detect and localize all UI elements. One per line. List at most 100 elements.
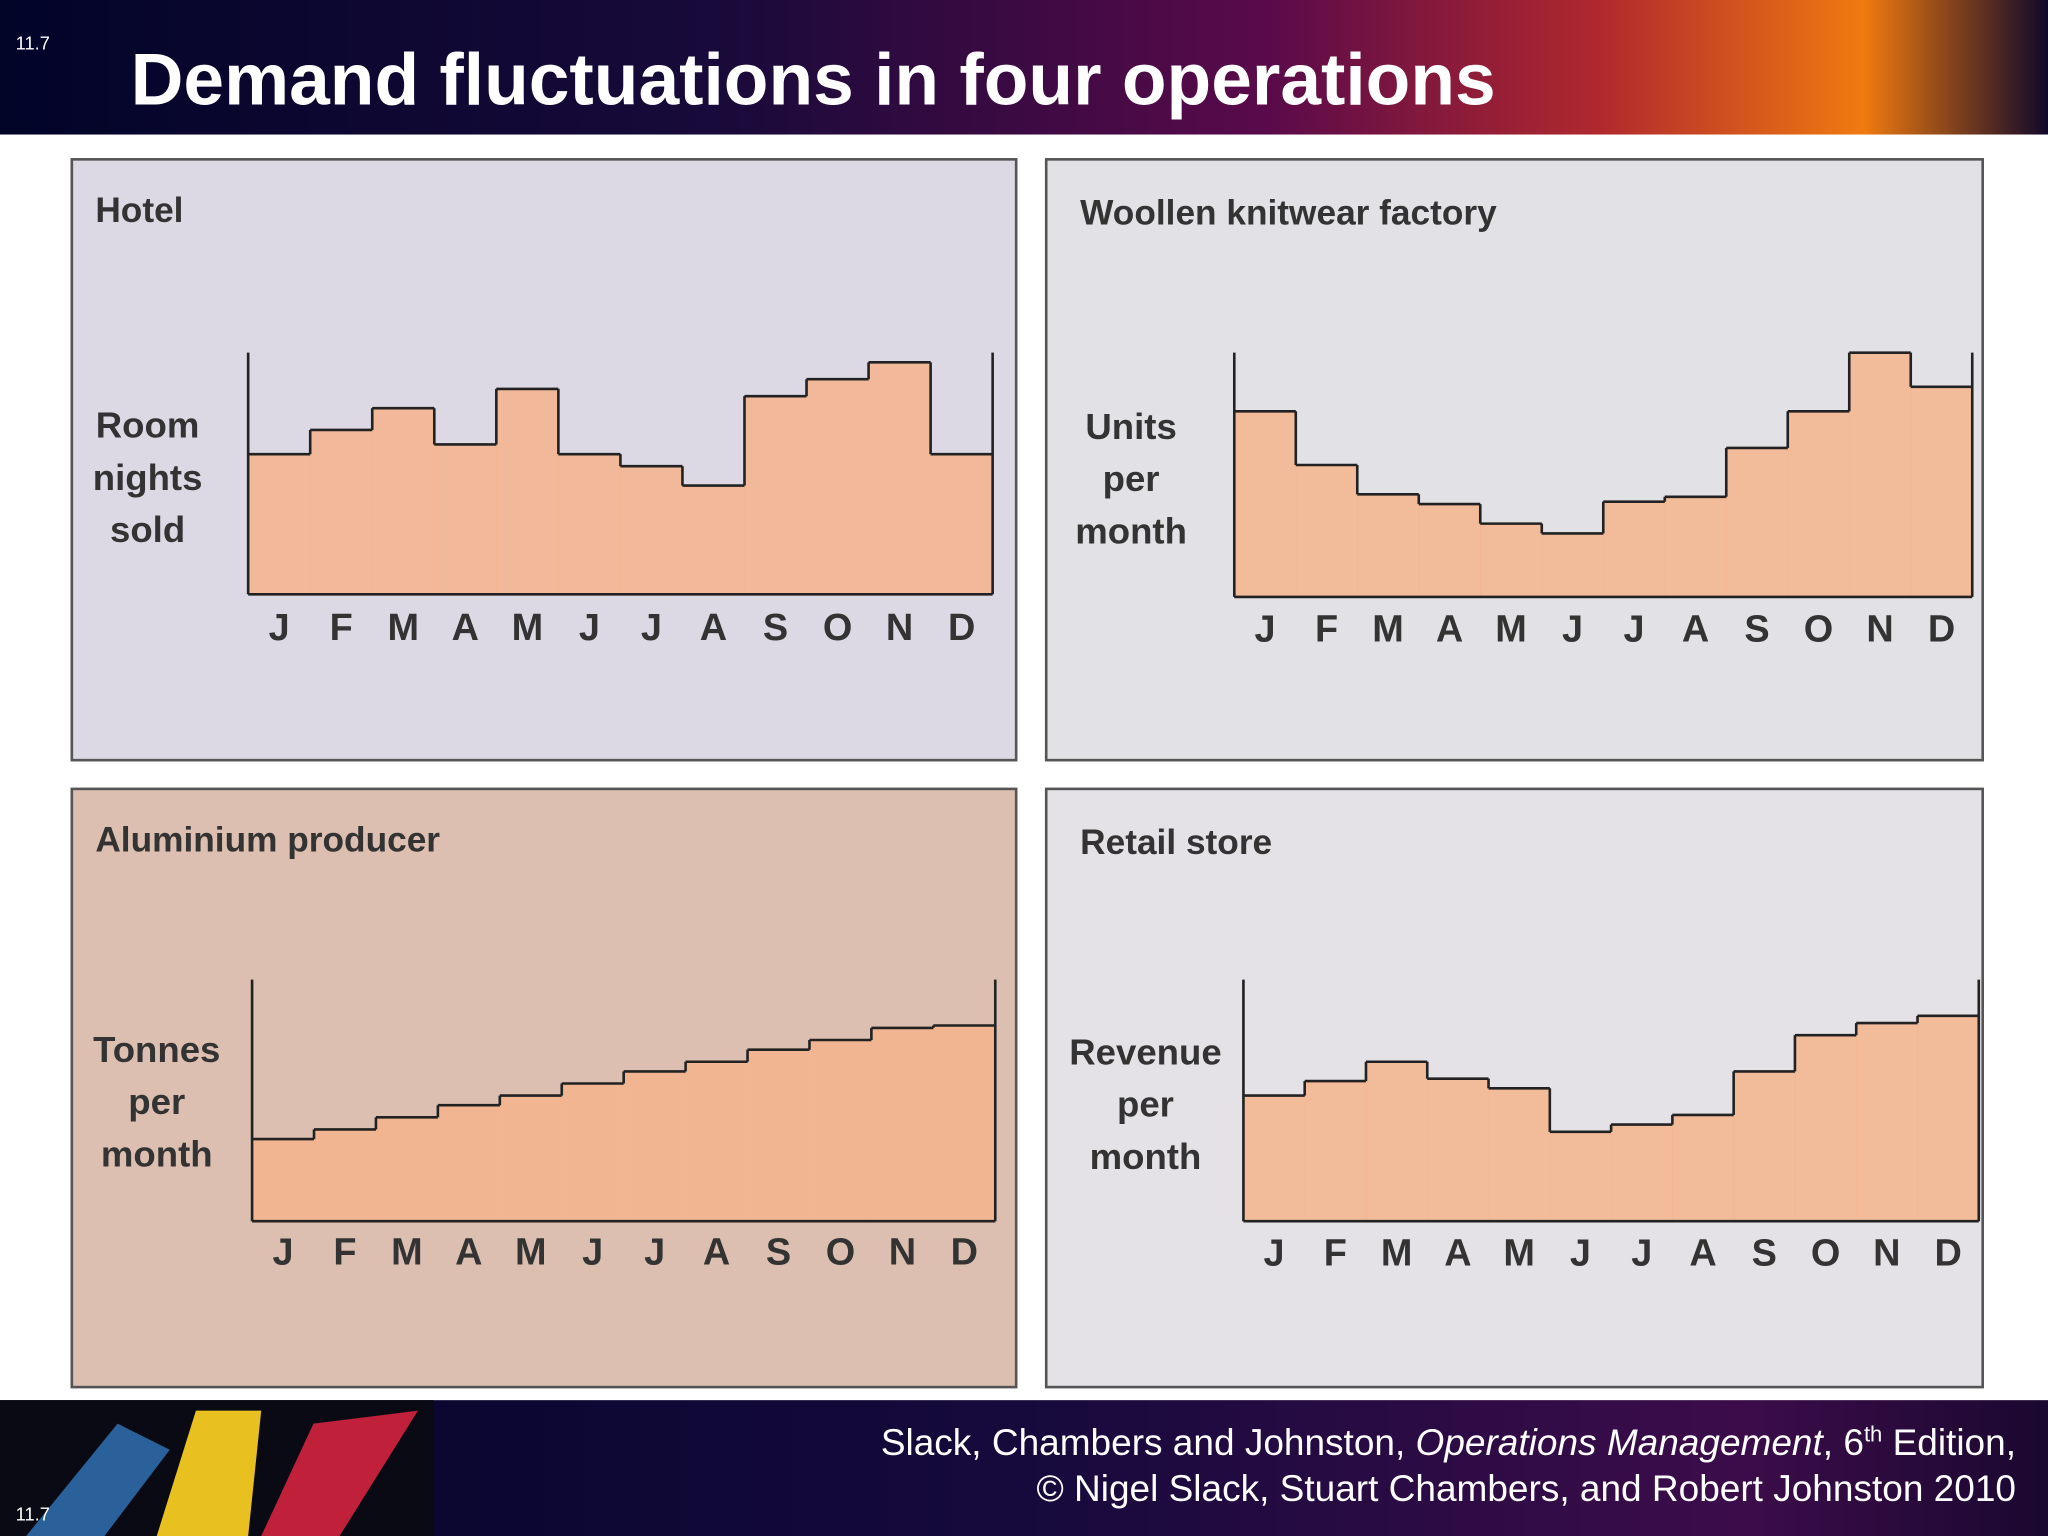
x-tick-label: J [641, 607, 662, 649]
x-tick-label: S [766, 1231, 791, 1273]
x-tick-label: J [1264, 1233, 1285, 1275]
demand-bar [558, 454, 622, 595]
x-tick-label: A [1444, 1233, 1471, 1275]
x-tick-label: J [644, 1231, 665, 1273]
x-tick-label: J [1562, 608, 1583, 650]
demand-bar [1733, 1071, 1796, 1222]
demand-bar [561, 1083, 625, 1222]
demand-bar [310, 429, 373, 595]
demand-bar [1357, 494, 1420, 597]
slide-number: 11.7 [16, 33, 50, 54]
demand-bar [252, 1139, 315, 1222]
demand-bar [685, 1061, 749, 1222]
footer-credit: Slack, Chambers and Johnston, Operations… [881, 1420, 2016, 1512]
x-tick-label: N [889, 1231, 916, 1273]
x-tick-label: J [582, 1231, 603, 1273]
demand-bar [1856, 1023, 1919, 1222]
logo-shape [261, 1410, 418, 1536]
demand-bar [1603, 501, 1666, 597]
x-tick-label: A [1682, 608, 1709, 650]
x-tick-label: S [763, 607, 788, 649]
x-tick-label: A [1436, 608, 1463, 650]
demand-bar [1849, 352, 1912, 597]
demand-bar [437, 1105, 501, 1222]
demand-bar [1365, 1061, 1428, 1222]
x-tick-label: M [1495, 608, 1527, 650]
x-tick-label: M [1381, 1233, 1413, 1275]
demand-bar [1917, 1015, 1980, 1222]
x-tick-label: J [1623, 608, 1644, 650]
demand-bar [747, 1049, 811, 1222]
demand-bar [1295, 465, 1358, 597]
demand-bar [1611, 1124, 1674, 1222]
x-tick-label: J [1570, 1233, 1591, 1275]
demand-bar [1549, 1131, 1612, 1222]
x-tick-label: J [269, 607, 290, 649]
demand-bar [1243, 1095, 1306, 1222]
x-tick-label: M [1372, 608, 1404, 650]
demand-bar [434, 444, 497, 595]
demand-bar [930, 454, 994, 595]
y-axis-label: per [1117, 1084, 1174, 1125]
x-tick-label: S [1752, 1233, 1777, 1275]
x-tick-label: J [1631, 1233, 1652, 1275]
x-tick-label: A [455, 1231, 482, 1273]
x-tick-label: O [826, 1231, 855, 1273]
x-tick-label: M [387, 607, 419, 649]
x-tick-label: J [1255, 608, 1276, 650]
x-tick-label: O [823, 607, 852, 649]
logo-shape [156, 1410, 262, 1536]
demand-bar [1418, 504, 1481, 597]
logo-shape [26, 1423, 170, 1536]
x-tick-label: A [452, 607, 479, 649]
y-axis-label: Tonnes [93, 1029, 220, 1070]
demand-bar [1726, 447, 1789, 597]
demand-bar [933, 1025, 996, 1222]
demand-bar [744, 396, 808, 595]
footer-line: Slack, Chambers and Johnston, Operations… [881, 1420, 2016, 1466]
demand-bar [1910, 386, 1973, 597]
demand-bar [1488, 1088, 1551, 1222]
y-axis-label: Room [96, 405, 200, 446]
y-axis-label: month [1075, 510, 1187, 551]
x-tick-label: N [1866, 608, 1893, 650]
y-axis-label: month [1090, 1136, 1202, 1177]
demand-bar [1427, 1078, 1490, 1222]
demand-bar [1304, 1081, 1367, 1222]
demand-bar [806, 379, 870, 595]
demand-bar [248, 454, 311, 595]
x-tick-label: D [1928, 608, 1955, 650]
copyright: © Nigel Slack, Stuart Chambers, and Robe… [1036, 1468, 2016, 1509]
edition-sup: th [1863, 1421, 1883, 1447]
y-axis-label: Revenue [1069, 1031, 1221, 1072]
demand-bar [1787, 411, 1850, 597]
demand-bar [871, 1027, 934, 1222]
edition: Edition, [1882, 1422, 2016, 1463]
y-axis-label: month [101, 1133, 213, 1174]
x-tick-label: J [273, 1231, 294, 1273]
x-tick-label: N [886, 607, 913, 649]
x-tick-label: F [1324, 1233, 1347, 1275]
x-tick-label: D [948, 607, 975, 649]
x-tick-label: D [1934, 1233, 1961, 1275]
demand-bar [314, 1129, 377, 1222]
chart-title: Woollen knitwear factory [1080, 194, 1497, 233]
demand-bar [1480, 523, 1543, 597]
demand-bar [1794, 1035, 1857, 1222]
x-tick-label: S [1744, 608, 1769, 650]
x-tick-label: M [1503, 1233, 1535, 1275]
x-tick-label: O [1811, 1233, 1840, 1275]
x-tick-label: A [700, 607, 727, 649]
demand-bar [372, 408, 435, 595]
chart-title: Aluminium producer [95, 821, 440, 860]
demand-bar [1234, 411, 1297, 597]
x-tick-label: A [703, 1231, 730, 1273]
x-tick-label: M [512, 607, 544, 649]
chart-title: Retail store [1080, 823, 1272, 862]
demand-bar [499, 1095, 563, 1222]
y-axis-label: per [128, 1081, 185, 1122]
x-tick-label: N [1873, 1233, 1900, 1275]
chart-title: Hotel [95, 191, 183, 230]
